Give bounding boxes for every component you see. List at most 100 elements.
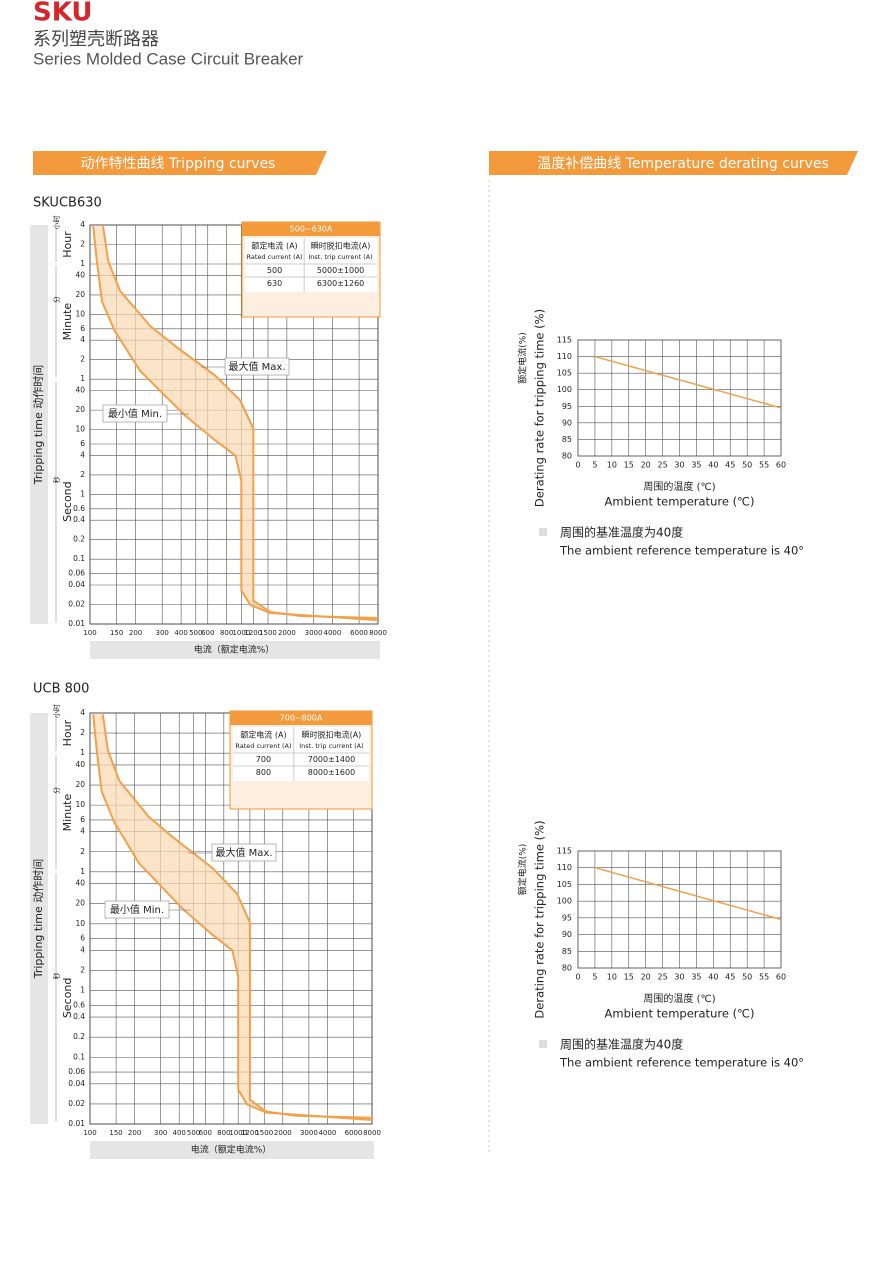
y-tick-label: 0.2 xyxy=(73,1032,85,1041)
x-tick-label: 35 xyxy=(691,973,701,982)
x-tick-label: 600 xyxy=(201,629,214,637)
y-axis-label: 额定电流(%) xyxy=(517,332,529,384)
x-tick-label: 20 xyxy=(641,461,651,470)
y-tick-label: 80 xyxy=(562,452,572,461)
x-tick-label: 6000 xyxy=(345,1129,363,1137)
note-bullet xyxy=(539,1040,547,1048)
x-axis-label: 电流（额定电流%） xyxy=(191,1144,272,1156)
y-tick-label: 4 xyxy=(80,945,85,954)
x-tick-label: 25 xyxy=(657,461,667,470)
column-header: Inst. trip current (A) xyxy=(299,742,363,750)
y-tick-label: 85 xyxy=(562,947,572,956)
x-tick-label: 40 xyxy=(708,461,718,470)
y-tick-label: 6 xyxy=(80,439,85,448)
y-tick-label: 40 xyxy=(75,760,85,769)
x-tick-label: 150 xyxy=(109,1129,122,1137)
y-tick-label: 40 xyxy=(75,386,85,395)
x-tick-label: 300 xyxy=(156,629,169,637)
y-tick-label: 10 xyxy=(75,919,85,928)
y-tick-label: 0.04 xyxy=(68,1079,85,1088)
x-tick-label: 500 xyxy=(187,1129,200,1137)
title-cn: 系列塑壳断路器 xyxy=(33,29,159,50)
y-tick-label: 0.04 xyxy=(68,580,85,589)
x-tick-label: 400 xyxy=(174,629,187,637)
y-tick-label: 40 xyxy=(75,270,85,279)
unit-label: Minute xyxy=(61,794,74,832)
section-banner xyxy=(489,151,858,175)
unit-label: Second xyxy=(61,978,74,1018)
y-axis-label: Derating rate for tripping time (%) xyxy=(533,820,547,1018)
callout-box xyxy=(102,404,168,423)
table-cell: 6300±1260 xyxy=(317,279,364,288)
section-title: 动作特性曲线 Tripping curves xyxy=(81,156,276,172)
x-tick-label: 1500 xyxy=(255,1129,273,1137)
x-tick-label: 800 xyxy=(220,629,233,637)
y-tick-label: 95 xyxy=(562,402,572,411)
y-tick-label: 0.06 xyxy=(68,1067,85,1076)
x-axis-label: Ambient temperature (℃) xyxy=(605,495,755,509)
y-tick-label: 0.6 xyxy=(73,1000,85,1009)
y-tick-label: 6 xyxy=(80,934,85,943)
unit-label-cn: 分 xyxy=(52,296,61,303)
x-tick-label: 8000 xyxy=(363,1129,381,1137)
y-tick-label: 10 xyxy=(75,425,85,434)
x-axis-label: 周围的温度 (℃) xyxy=(643,992,715,1005)
y-tick-label: 105 xyxy=(557,369,572,378)
x-tick-label: 45 xyxy=(725,461,735,470)
y-tick-label: 0.01 xyxy=(68,1119,85,1128)
x-tick-label: 60 xyxy=(776,461,786,470)
x-tick-label: 2000 xyxy=(274,1129,292,1137)
x-tick-label: 1500 xyxy=(259,629,277,637)
table-title: 700~800A xyxy=(280,714,323,723)
x-tick-label: 15 xyxy=(624,973,634,982)
x-tick-label: 200 xyxy=(129,629,142,637)
y-tick-label: 2 xyxy=(80,470,85,479)
y-tick-label: 20 xyxy=(75,780,85,789)
column-header: 瞬时脱扣电流(A) xyxy=(302,730,362,740)
callout-label: 最小值 Min. xyxy=(110,903,164,916)
callout-label: 最小值 Min. xyxy=(108,407,162,420)
x-tick-label: 8000 xyxy=(369,629,387,637)
unit-label-cn: 秒 xyxy=(52,476,61,483)
y-tick-label: 115 xyxy=(557,336,572,345)
y-axis-label: Tripping time 动作时间 xyxy=(32,859,45,980)
y-tick-label: 4 xyxy=(80,827,85,836)
curve xyxy=(92,226,379,622)
x-tick-label: 0 xyxy=(575,461,580,470)
table-cell: 500 xyxy=(267,266,282,275)
x-tick-label: 30 xyxy=(674,973,684,982)
note: The ambient reference temperature is 40° xyxy=(559,544,804,558)
table-cell: 700 xyxy=(256,755,271,764)
x-tick-label: 3000 xyxy=(305,629,323,637)
y-tick-label: 110 xyxy=(557,863,572,872)
x-tick-label: 1000 xyxy=(229,1129,247,1137)
table-title: 500~630A xyxy=(290,225,333,234)
y-tick-label: 95 xyxy=(562,913,572,922)
unit-label-cn: 小时 xyxy=(52,704,61,718)
y-tick-label: 0.02 xyxy=(68,1099,85,1108)
table-head xyxy=(230,711,372,725)
y-tick-label: 0.2 xyxy=(73,535,85,544)
x-tick-label: 150 xyxy=(110,629,123,637)
x-tick-label: 40 xyxy=(708,973,718,982)
x-tick-label: 5 xyxy=(592,461,597,470)
column-header: 额定电流 (A) xyxy=(251,241,297,251)
y-tick-label: 115 xyxy=(557,847,572,856)
unit-label-cn: 分 xyxy=(52,787,61,794)
table-body xyxy=(245,238,377,292)
note: The ambient reference temperature is 40° xyxy=(559,1056,804,1070)
column-header: 瞬时脱扣电流(A) xyxy=(311,241,371,251)
x-tick-label: 60 xyxy=(776,973,786,982)
x-tick-label: 50 xyxy=(742,973,752,982)
y-tick-label: 40 xyxy=(75,879,85,888)
table-cell: 7000±1400 xyxy=(308,755,355,764)
x-tick-label: 25 xyxy=(657,973,667,982)
note: 周围的基准温度为40度 xyxy=(560,525,683,540)
y-tick-label: 1 xyxy=(80,986,85,995)
x-tick-label: 10 xyxy=(607,973,617,982)
x-axis-label: 电流（额定电流%） xyxy=(194,644,275,656)
brand: SKU xyxy=(33,0,93,28)
x-tick-label: 6000 xyxy=(350,629,368,637)
x-tick-label: 55 xyxy=(759,973,769,982)
